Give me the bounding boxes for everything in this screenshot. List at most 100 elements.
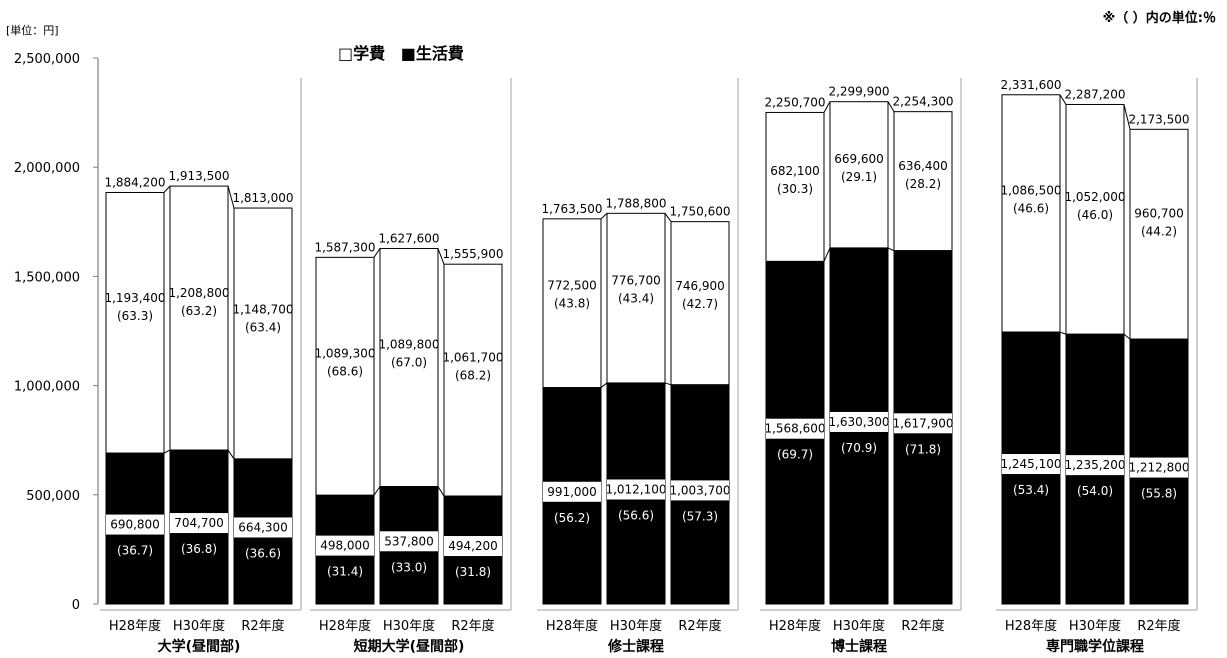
total-connector — [823, 101, 831, 113]
x-tick-label: R2年度 — [451, 618, 494, 634]
group-label: 大学(昼間部) — [158, 638, 241, 655]
tuition-value-label: 1,208,800 — [168, 286, 229, 300]
total-label: 2,173,500 — [1128, 112, 1189, 126]
tuition-value-label: 1,086,500 — [1000, 183, 1061, 197]
tuition-value-label: 960,700 — [1134, 206, 1184, 220]
x-tick-label: H28年度 — [319, 618, 371, 634]
living-connector — [1059, 331, 1067, 335]
x-tick-label: H30年度 — [383, 618, 435, 634]
living-percent-label: (33.0) — [391, 560, 427, 574]
living-value-label: 1,245,100 — [1000, 457, 1061, 471]
tuition-label-bg — [1131, 205, 1187, 240]
tuition-value-label: 776,700 — [611, 274, 661, 288]
total-label: 2,299,900 — [828, 85, 889, 99]
tuition-label-bg — [107, 289, 163, 324]
x-tick-label: R2年度 — [1137, 618, 1180, 634]
living-label-box — [1066, 455, 1124, 476]
tuition-label-bg — [445, 349, 501, 384]
total-label: 1,763,500 — [541, 202, 602, 216]
group-label: 博士課程 — [831, 638, 887, 655]
y-tick-label: 2,000,000 — [14, 161, 80, 176]
living-label-box — [1002, 454, 1060, 475]
tuition-percent-label: (46.0) — [1077, 208, 1113, 222]
tuition-label-bg — [767, 163, 823, 198]
tuition-percent-label: (28.2) — [905, 177, 941, 191]
living-value-label: 1,235,200 — [1064, 458, 1125, 472]
tuition-label-bg — [1067, 188, 1123, 223]
x-tick-label: H28年度 — [546, 618, 598, 634]
tuition-percent-label: (68.6) — [327, 364, 363, 378]
tuition-value-label: 1,148,700 — [232, 302, 293, 316]
living-connector — [600, 382, 608, 388]
living-percent-label: (56.2) — [554, 511, 590, 525]
x-tick-label: H28年度 — [769, 618, 821, 634]
tuition-percent-label: (67.0) — [391, 355, 427, 369]
living-connector — [1123, 333, 1131, 340]
x-tick-label: R2年度 — [901, 618, 944, 634]
tuition-value-label: 669,600 — [834, 152, 884, 166]
total-label: 2,331,600 — [1000, 78, 1061, 92]
living-percent-label: (57.3) — [682, 509, 718, 523]
y-axis: 0 500,000 1,000,000 1,500,000 2,000,000 2,500… — [14, 52, 99, 613]
living-connector — [227, 449, 235, 460]
total-label: 1,750,600 — [669, 205, 730, 219]
total-label: 1,813,000 — [232, 191, 293, 205]
bar-group: 1,587,300 1,089,300 (68.6) 498,000 (31.4) H28… — [310, 78, 512, 655]
living-value-label: 1,617,900 — [892, 416, 953, 430]
legend-living: ■生活費 — [401, 44, 464, 63]
legend: □学費 ■生活費 — [338, 44, 464, 63]
living-label-box — [894, 413, 952, 434]
tuition-percent-label: (43.8) — [554, 297, 590, 311]
x-tick-label: H30年度 — [173, 618, 225, 634]
living-label-box — [170, 513, 228, 534]
total-label: 2,287,200 — [1064, 87, 1125, 101]
living-label-box — [607, 479, 665, 500]
tuition-value-label: 682,100 — [770, 164, 820, 178]
tuition-value-label: 1,061,700 — [442, 351, 503, 365]
x-tick-label: H28年度 — [109, 618, 161, 634]
tuition-label-bg — [672, 278, 728, 313]
living-label-box — [671, 480, 729, 501]
y-tick-label: 500,000 — [26, 489, 80, 504]
total-label: 1,627,600 — [378, 232, 439, 246]
group-label: 専門職学位課程 — [1046, 638, 1144, 655]
living-value-label: 664,300 — [238, 520, 288, 534]
living-percent-label: (36.6) — [245, 546, 281, 560]
tuition-label-bg — [608, 272, 664, 307]
tuition-label-bg — [235, 301, 291, 336]
living-connector — [823, 247, 831, 262]
tuition-value-label: 1,052,000 — [1064, 190, 1125, 204]
living-value-label: 1,630,300 — [828, 415, 889, 429]
unit-label: [単位：円] — [6, 23, 59, 37]
living-percent-label: (56.6) — [618, 508, 654, 522]
total-label: 1,884,200 — [104, 175, 165, 189]
total-label: 1,587,300 — [314, 240, 375, 254]
living-label-box — [766, 418, 824, 439]
x-tick-label: H28年度 — [1005, 618, 1057, 634]
total-connector — [1123, 104, 1131, 130]
living-percent-label: (55.8) — [1141, 487, 1177, 501]
living-label-box — [444, 536, 502, 557]
legend-tuition: □学費 — [338, 44, 385, 63]
tuition-percent-label: (43.4) — [618, 292, 654, 306]
total-connector — [227, 185, 235, 209]
tuition-label-bg — [317, 345, 373, 380]
living-percent-label: (36.7) — [117, 544, 153, 558]
tuition-percent-label: (44.2) — [1141, 224, 1177, 238]
tuition-label-bg — [1003, 182, 1059, 217]
tuition-percent-label: (46.6) — [1013, 201, 1049, 215]
total-label: 1,913,500 — [168, 169, 229, 183]
tuition-value-label: 1,089,300 — [314, 346, 375, 360]
living-value-label: 991,000 — [547, 485, 597, 499]
living-value-label: 494,200 — [448, 539, 498, 553]
living-percent-label: (31.4) — [327, 565, 363, 579]
living-label-box — [380, 531, 438, 552]
living-label-box — [1130, 457, 1188, 478]
living-label-box — [106, 514, 164, 535]
bar-group: 2,250,700 682,100 (30.3) 1,568,600 (69.7) H28… — [760, 78, 962, 655]
living-label-box — [316, 535, 374, 556]
total-connector — [373, 248, 381, 258]
x-tick-label: H30年度 — [1069, 618, 1121, 634]
living-connector — [163, 449, 171, 454]
